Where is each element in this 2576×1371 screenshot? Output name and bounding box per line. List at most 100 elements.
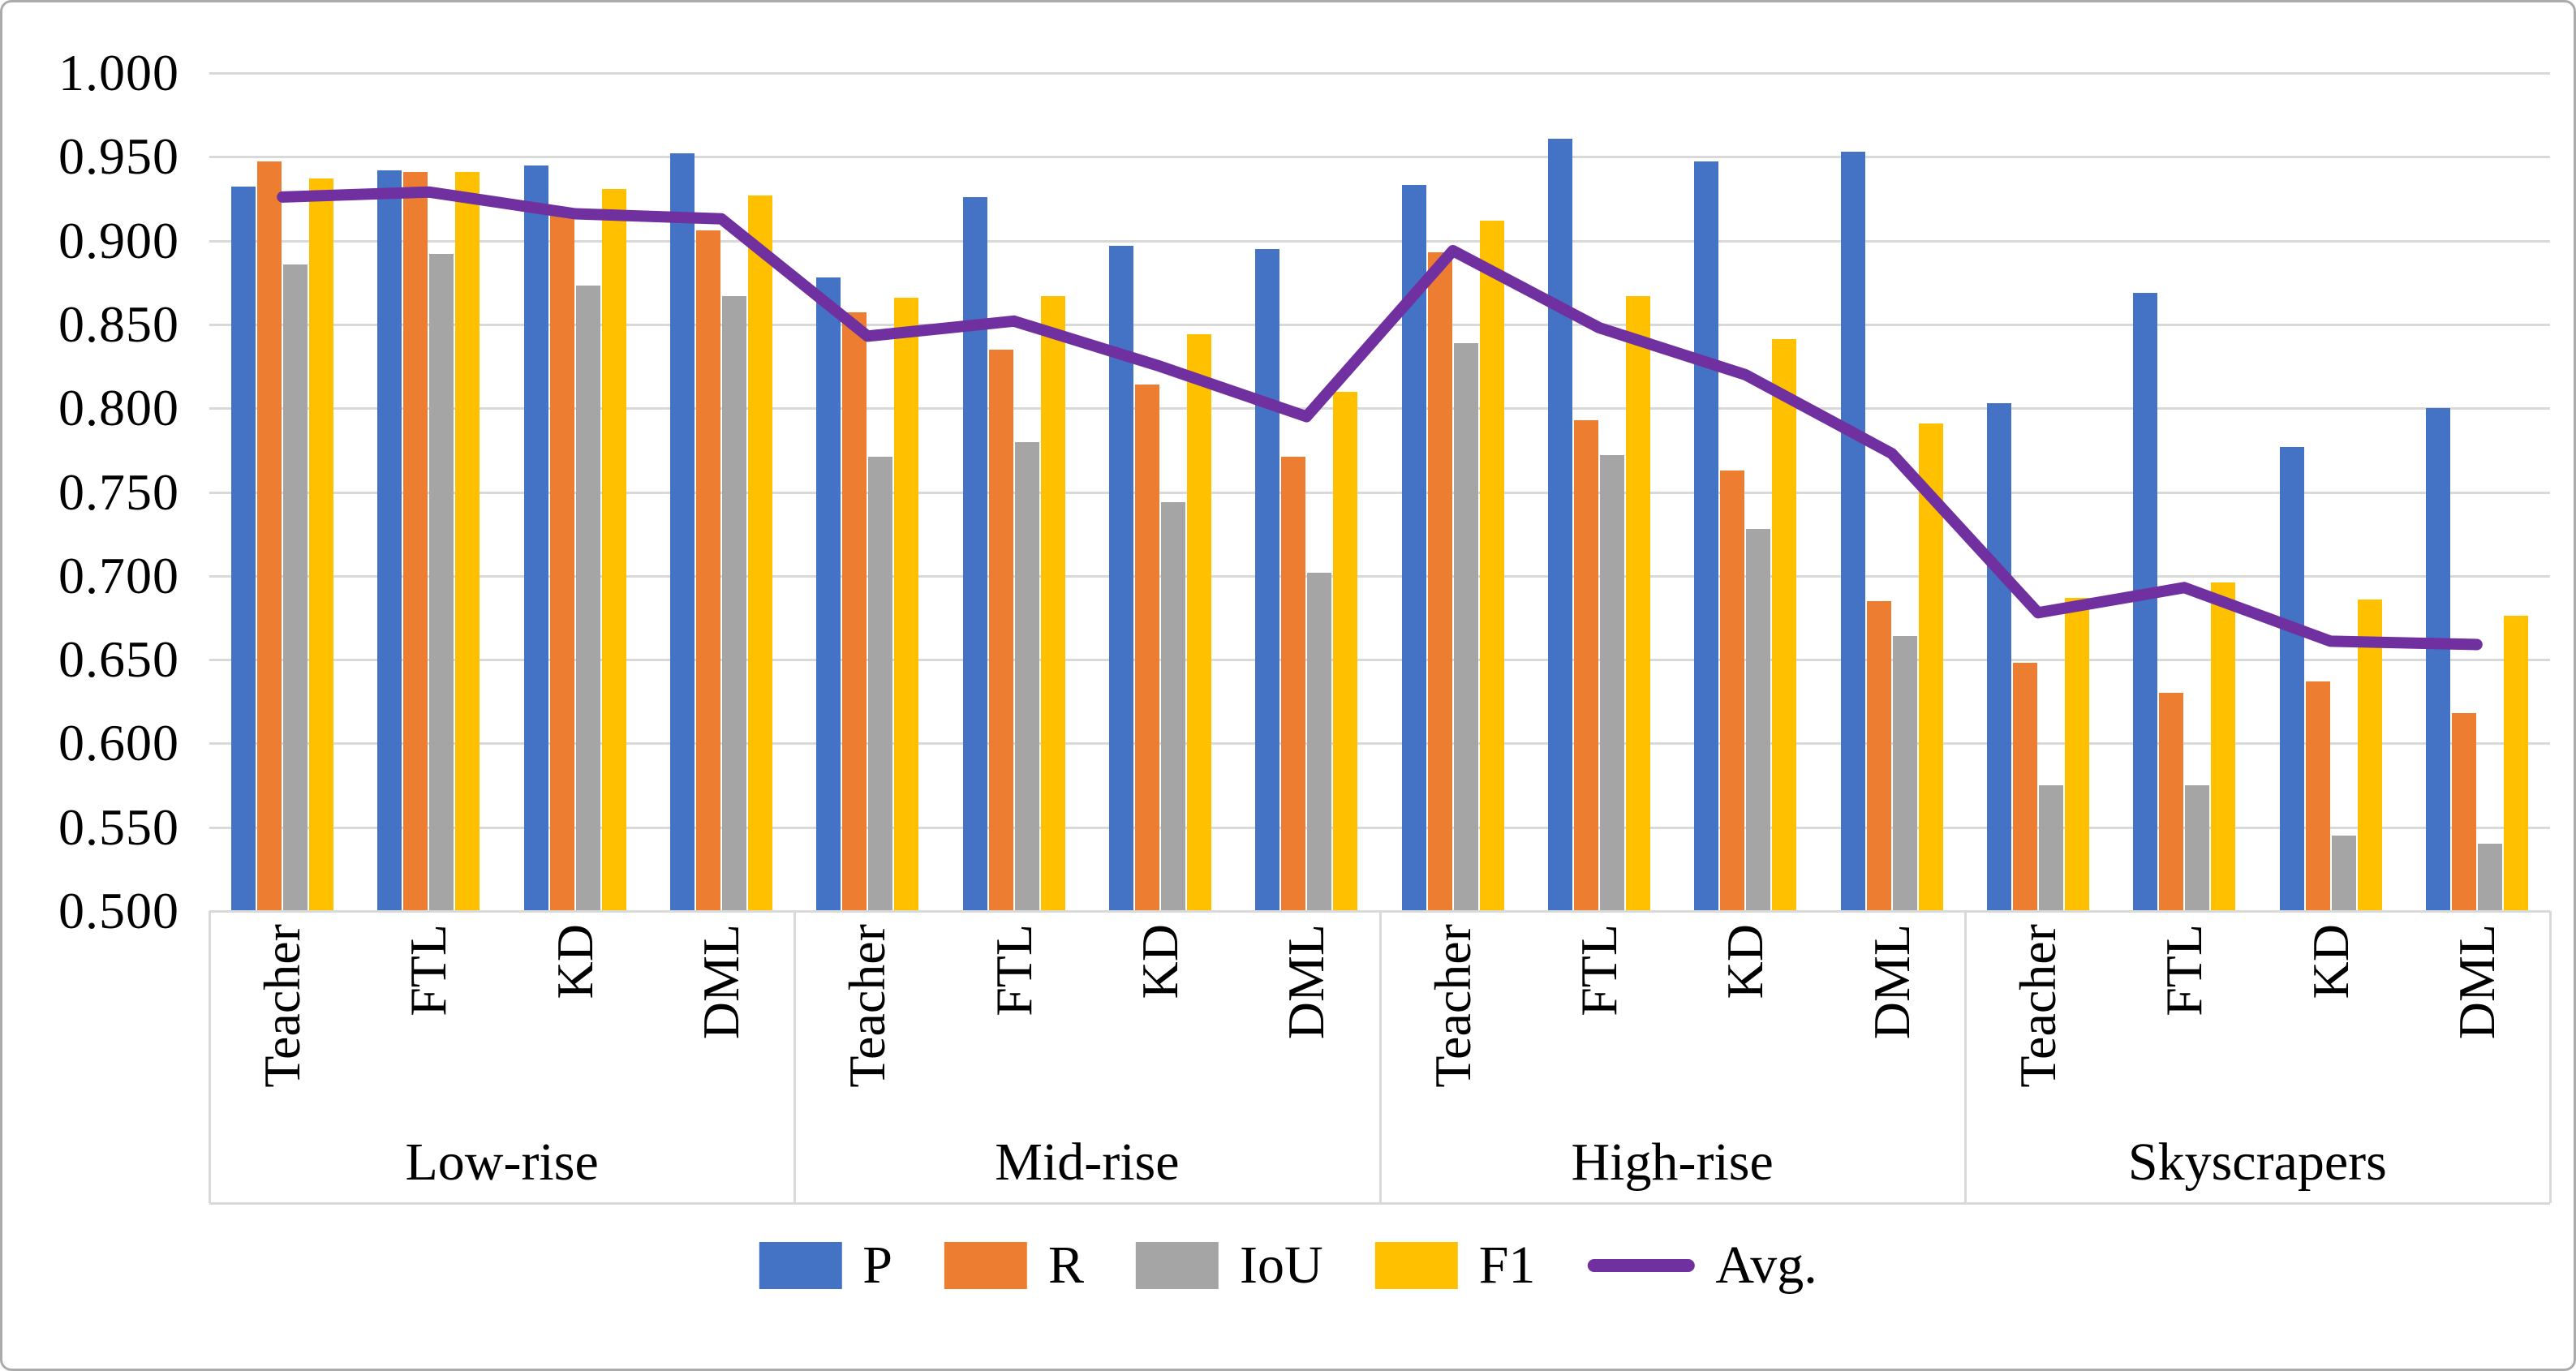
x-axis-method-label: FTL (984, 924, 1043, 1016)
bar-P (1547, 138, 1572, 911)
bar-IoU (1746, 528, 1771, 911)
bar-R (988, 349, 1013, 911)
x-axis-method-label: DML (1862, 924, 1920, 1040)
bar-IoU (1453, 342, 1478, 911)
avg-line (277, 186, 2483, 651)
gridline (209, 659, 2550, 662)
category-separator (209, 911, 211, 1203)
category-separator (1963, 911, 1967, 1203)
bar-R (2012, 663, 2037, 911)
y-axis-tick-label: 0.700 (58, 546, 179, 604)
x-axis-method-label: DML (2447, 924, 2505, 1040)
bar-P (1986, 403, 2011, 911)
bar-F1 (2503, 616, 2528, 911)
x-axis-method-label: Teacher (1423, 924, 1482, 1088)
x-axis-method-label: KD (1131, 924, 1189, 999)
bar-R (257, 161, 282, 911)
legend-label: R (1048, 1236, 1085, 1295)
x-axis-method-label: Teacher (838, 924, 897, 1088)
legend-label: F1 (1478, 1236, 1536, 1295)
legend-label: P (862, 1236, 893, 1295)
bar-F1 (894, 297, 919, 911)
y-axis-tick-label: 0.850 (58, 294, 179, 353)
x-axis-method-label: Teacher (253, 924, 312, 1088)
bar-IoU (1307, 572, 1332, 911)
x-axis-method-label: DML (692, 924, 750, 1040)
bar-R (1427, 252, 1452, 911)
bar-IoU (1599, 455, 1624, 911)
bar-R (2159, 693, 2184, 911)
gridline (209, 742, 2550, 746)
gridline (209, 491, 2550, 494)
bar-IoU (575, 286, 600, 911)
bar-F1 (1040, 295, 1065, 911)
y-axis-tick-label: 0.750 (58, 462, 179, 521)
legend-item-P: P (759, 1239, 892, 1292)
legend-color-swatch (944, 1242, 1028, 1289)
bar-F1 (1772, 339, 1797, 911)
bar-IoU (722, 295, 747, 911)
x-axis-category-label: Mid-rise (995, 1132, 1180, 1192)
x-axis-method-label: FTL (1569, 924, 1628, 1016)
y-axis-tick-label: 0.950 (58, 127, 179, 186)
bar-P (523, 165, 548, 911)
category-separator (2549, 911, 2552, 1203)
bar-P (670, 153, 695, 911)
bar-IoU (429, 254, 454, 911)
gridline (209, 156, 2550, 159)
x-axis-method-label: FTL (399, 924, 458, 1016)
bar-P (1694, 161, 1719, 911)
bar-F1 (601, 188, 626, 911)
legend: P R IoU F1 Avg. (759, 1239, 1817, 1292)
bar-F1 (2064, 597, 2089, 911)
bar-R (696, 230, 721, 911)
legend-color-swatch (1136, 1242, 1219, 1289)
axis-box-bottom-line (209, 1202, 2550, 1205)
y-axis-tick-label: 0.500 (58, 882, 179, 939)
legend-label: IoU (1240, 1236, 1323, 1295)
y-axis-tick-label: 0.600 (58, 714, 179, 772)
bar-R (2305, 681, 2330, 911)
bar-IoU (283, 264, 308, 911)
bar-P (2425, 408, 2450, 911)
bar-F1 (2357, 599, 2382, 911)
bar-P (2279, 446, 2304, 911)
bar-F1 (1333, 391, 1358, 911)
bar-F1 (1187, 334, 1212, 911)
x-axis-method-label: Teacher (2008, 924, 2066, 1088)
x-axis-method-label: KD (1716, 924, 1774, 999)
gridline (209, 323, 2550, 326)
bar-P (1840, 152, 1865, 911)
gridline (209, 72, 2550, 75)
bar-R (549, 215, 574, 911)
legend-label: Avg. (1715, 1236, 1817, 1295)
bar-F1 (455, 171, 480, 911)
bar-IoU (2185, 785, 2210, 911)
y-axis-tick-label: 1.000 (58, 44, 179, 101)
x-axis-method-label: KD (545, 924, 604, 999)
legend-item-R: R (944, 1239, 1084, 1292)
bar-IoU (1892, 636, 1917, 911)
bar-P (816, 277, 841, 911)
gridline (209, 407, 2550, 410)
bar-IoU (868, 457, 893, 911)
legend-color-swatch (759, 1242, 842, 1289)
bar-R (1866, 600, 1891, 911)
bar-F1 (1625, 295, 1650, 911)
x-axis-category-label: High-rise (1571, 1132, 1774, 1192)
bar-P (377, 170, 402, 911)
bar-P (1255, 248, 1280, 911)
bar-R (2451, 713, 2476, 911)
x-axis-method-label: KD (2301, 924, 2359, 999)
legend-line-swatch (1587, 1259, 1695, 1272)
legend-item-Avg: Avg. (1587, 1239, 1817, 1292)
x-axis-category-label: Low-rise (405, 1132, 599, 1192)
x-axis-method-label: DML (1277, 924, 1335, 1040)
bar-R (1135, 385, 1160, 911)
legend-item-F1: F1 (1374, 1236, 1536, 1295)
legend-item-IoU: IoU (1136, 1239, 1323, 1292)
bar-IoU (1161, 501, 1186, 911)
bar-R (1573, 419, 1598, 911)
bar-F1 (2211, 582, 2236, 911)
